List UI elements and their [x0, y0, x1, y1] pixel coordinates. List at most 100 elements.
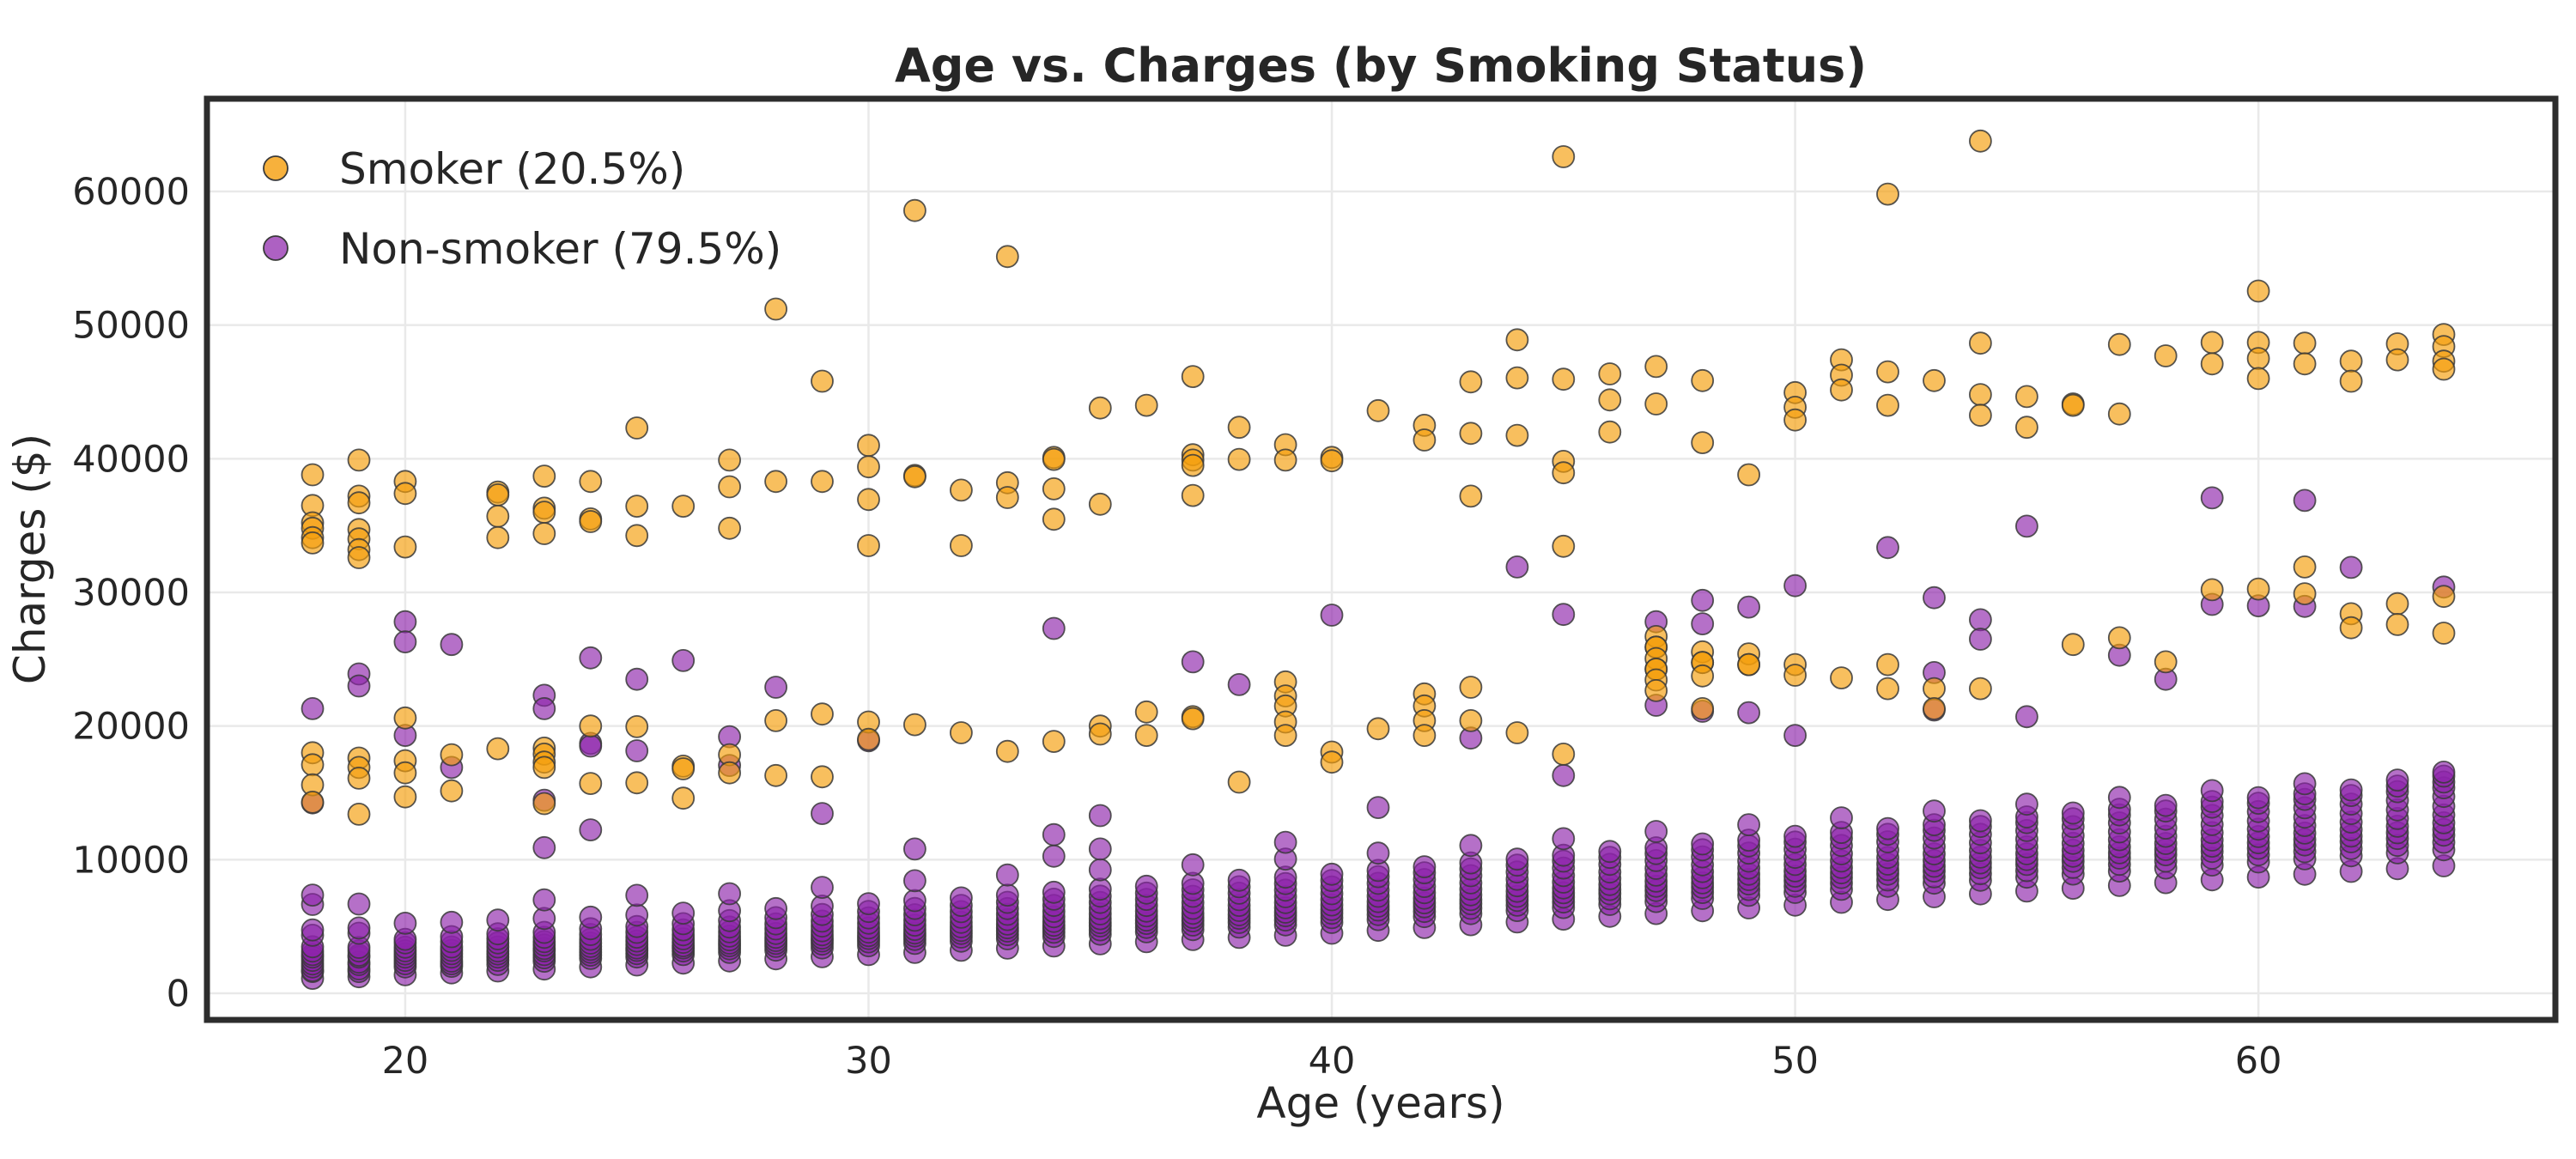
- data-point: [2293, 555, 2317, 579]
- data-point: [1134, 393, 1158, 417]
- data-point: [903, 837, 927, 861]
- chart-title: Age vs. Charges (by Smoking Status): [895, 39, 1867, 93]
- data-point: [2246, 367, 2270, 391]
- data-point: [301, 883, 325, 907]
- data-point: [671, 757, 696, 780]
- data-point: [1227, 416, 1251, 440]
- data-point: [2200, 352, 2224, 376]
- data-point: [1413, 428, 1437, 452]
- data-point: [347, 767, 371, 790]
- data-point: [579, 470, 603, 494]
- data-point: [1273, 830, 1297, 854]
- data-point: [718, 761, 741, 785]
- data-point: [1088, 877, 1112, 901]
- data-point: [857, 727, 880, 751]
- data-point: [1876, 652, 1899, 677]
- data-point: [1505, 555, 1529, 579]
- data-point: [2293, 331, 2317, 355]
- data-point: [2385, 348, 2409, 372]
- data-point: [1088, 804, 1112, 828]
- data-point: [532, 792, 556, 816]
- data-point: [857, 892, 880, 915]
- data-point: [2246, 786, 2270, 810]
- data-point: [1923, 697, 1946, 720]
- data-point: [1598, 388, 1622, 412]
- data-point: [1783, 824, 1807, 848]
- data-point: [1876, 182, 1899, 206]
- data-point: [2154, 793, 2178, 817]
- data-point: [1366, 841, 1390, 865]
- data-point: [532, 835, 556, 859]
- data-point: [1042, 730, 1066, 753]
- data-point: [1830, 378, 1853, 402]
- data-point: [1552, 827, 1576, 851]
- data-point: [1042, 880, 1066, 904]
- data-point: [811, 802, 834, 825]
- data-point: [1691, 588, 1715, 612]
- data-point: [950, 478, 973, 502]
- data-point: [995, 883, 1019, 907]
- data-point: [764, 709, 787, 732]
- data-point: [1737, 463, 1760, 487]
- data-point: [393, 610, 417, 634]
- data-point: [1923, 677, 1946, 701]
- data-point: [486, 737, 510, 761]
- data-point: [1552, 603, 1576, 627]
- data-point: [1968, 129, 1992, 153]
- data-point: [347, 448, 371, 472]
- legend-nonsmoker-marker-icon: [263, 235, 289, 261]
- data-point: [903, 198, 927, 222]
- smoker-points: [301, 129, 2456, 826]
- data-point: [811, 765, 834, 789]
- data-point: [301, 531, 325, 555]
- data-point: [1088, 396, 1112, 420]
- nonsmoker-points: [301, 486, 2456, 990]
- data-point: [1134, 724, 1158, 747]
- data-point: [579, 734, 603, 758]
- data-point: [764, 297, 787, 321]
- data-point: [671, 649, 696, 672]
- data-point: [301, 791, 325, 814]
- data-point: [625, 739, 649, 762]
- data-point: [393, 482, 417, 506]
- data-point: [1227, 868, 1251, 892]
- data-point: [532, 888, 556, 912]
- data-point: [301, 918, 325, 942]
- data-point: [1459, 484, 1483, 508]
- data-point: [2339, 616, 2363, 640]
- data-point: [1459, 834, 1483, 858]
- data-point: [1876, 536, 1899, 560]
- data-point: [301, 753, 325, 777]
- data-point: [393, 630, 417, 653]
- data-point: [1459, 370, 1483, 394]
- data-point: [347, 546, 371, 569]
- data-point: [1320, 862, 1344, 886]
- data-point: [2200, 779, 2224, 803]
- data-point: [347, 803, 371, 826]
- data-point: [2014, 416, 2038, 440]
- data-point: [532, 501, 556, 524]
- legend-smoker-label: Smoker (20.5%): [339, 144, 685, 194]
- data-point: [1968, 628, 1992, 651]
- data-point: [2293, 488, 2317, 513]
- data-point: [1366, 717, 1390, 741]
- data-point: [486, 483, 510, 507]
- data-point: [1413, 855, 1437, 878]
- legend: Smoker (20.5%) Non-smoker (79.5%): [263, 144, 781, 274]
- data-point: [1552, 145, 1576, 168]
- data-point: [393, 912, 417, 935]
- data-point: [995, 245, 1019, 269]
- data-point: [2014, 385, 2038, 409]
- data-point: [1923, 799, 1946, 823]
- data-point: [579, 646, 603, 670]
- data-point: [532, 522, 556, 545]
- data-point: [440, 633, 464, 657]
- data-point: [718, 882, 741, 906]
- data-point: [1505, 847, 1529, 871]
- data-point: [393, 706, 417, 730]
- data-point: [532, 697, 556, 720]
- data-point: [1783, 573, 1807, 598]
- y-tick-label: 30000: [72, 572, 190, 615]
- data-point: [1737, 813, 1760, 836]
